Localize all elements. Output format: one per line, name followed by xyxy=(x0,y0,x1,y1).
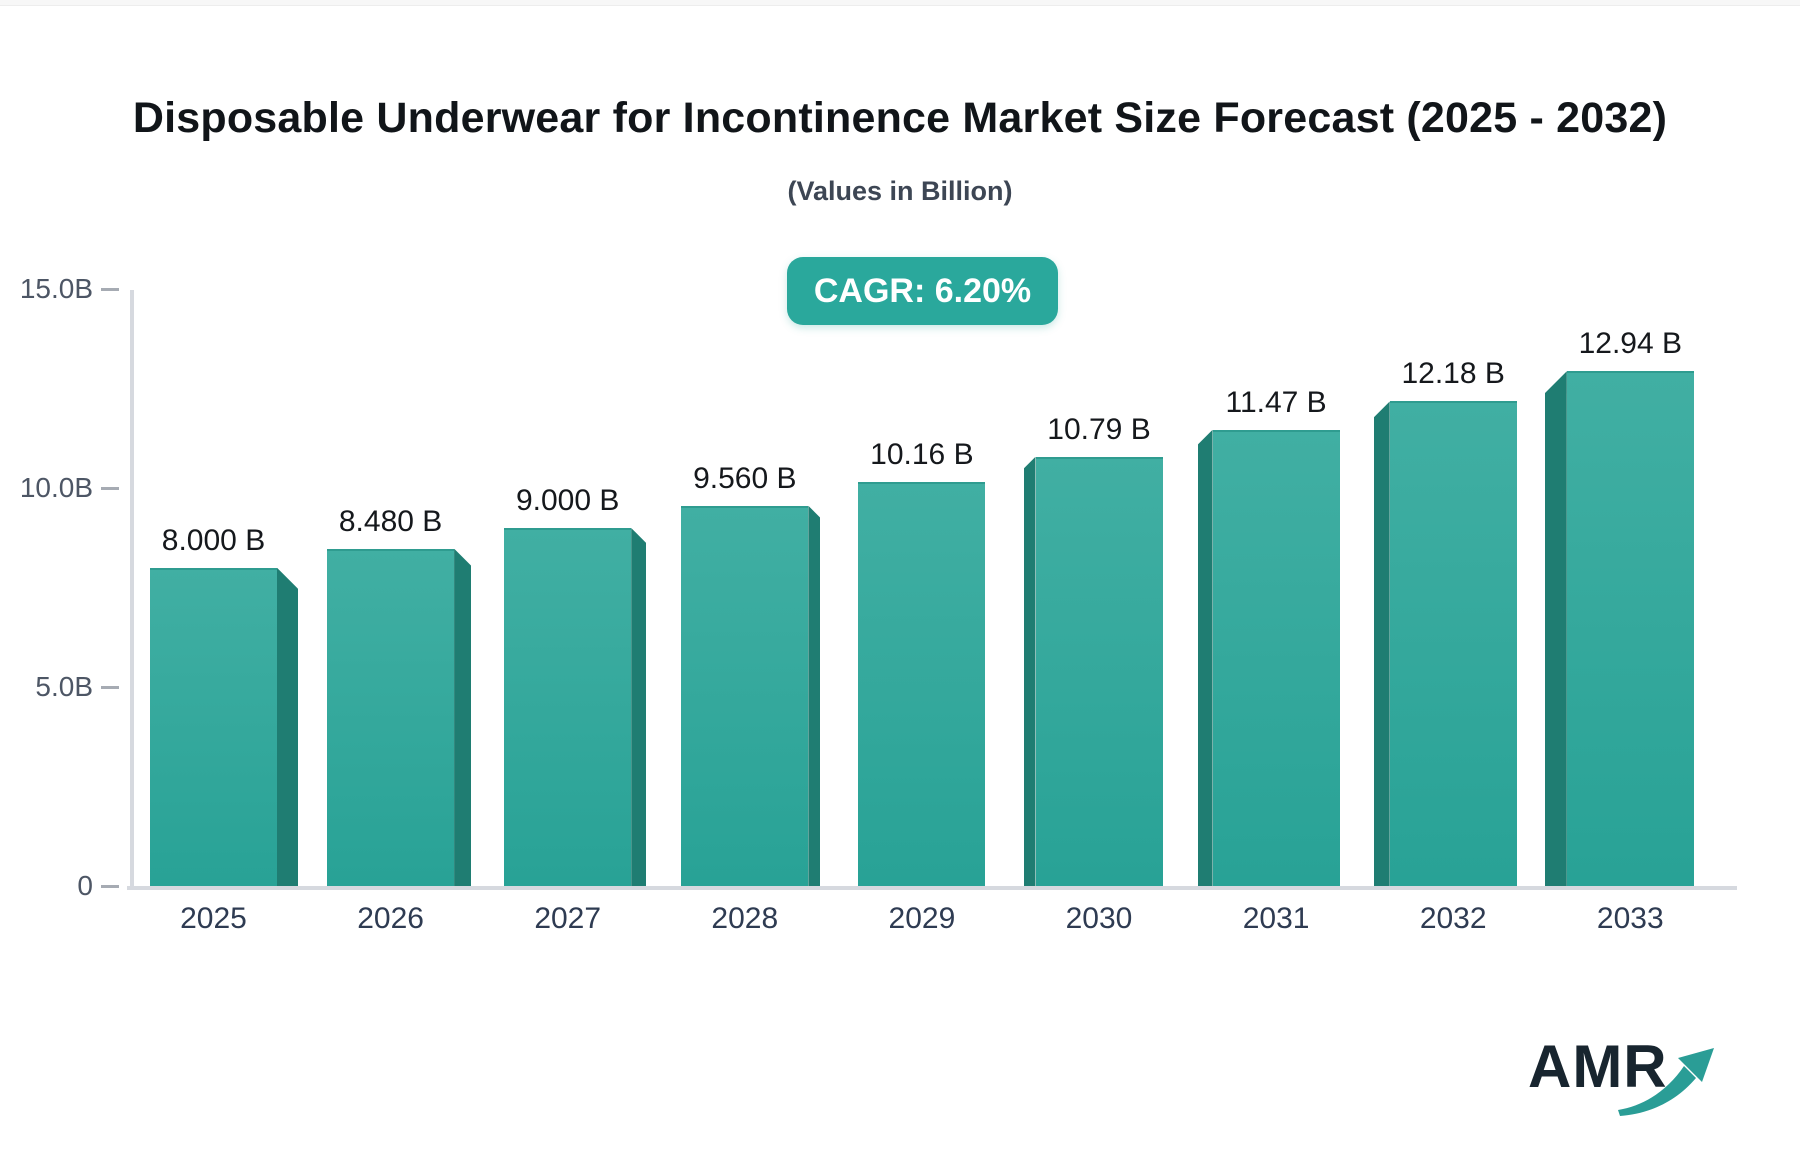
x-axis-year-label: 2031 xyxy=(1242,902,1310,935)
bar-2027 xyxy=(504,527,632,886)
x-axis-year-label: 2026 xyxy=(357,902,424,935)
growth-arrow-icon xyxy=(1618,1048,1714,1116)
bar-2031 xyxy=(1212,429,1340,886)
bar-2025 xyxy=(150,567,277,886)
cagr-badge: CAGR: 6.20% xyxy=(787,257,1058,325)
y-tick-label: 10.0B xyxy=(19,472,93,504)
bar-value-label: 10.79 B xyxy=(1047,412,1151,446)
x-axis-year-label: 2027 xyxy=(534,902,602,935)
bar-2028 xyxy=(681,505,809,886)
bar-2030 xyxy=(1035,456,1163,886)
x-axis-year-label: 2032 xyxy=(1419,902,1487,935)
amr-logo-text: AMR xyxy=(1528,1033,1668,1100)
y-tick-dash xyxy=(101,287,119,291)
y-axis-line xyxy=(130,290,134,888)
y-tick-dash xyxy=(101,685,119,689)
bar-value-label: 8.000 B xyxy=(161,523,266,557)
bar-value-label: 9.560 B xyxy=(693,461,797,495)
bar-side-face xyxy=(1544,371,1567,886)
bar-side-face xyxy=(808,505,821,886)
bar-value-label: 8.480 B xyxy=(338,504,443,538)
bar-value-label: 12.94 B xyxy=(1578,327,1682,361)
bar-2026 xyxy=(327,548,455,886)
y-tick-dash xyxy=(101,884,119,888)
cagr-badge-label: CAGR: 6.20% xyxy=(813,271,1032,310)
bar-side-face xyxy=(631,527,647,886)
bar-side-face xyxy=(454,548,472,886)
bar-value-label: 12.18 B xyxy=(1401,357,1505,391)
x-axis-line xyxy=(127,886,1737,890)
bar-2033 xyxy=(1566,371,1694,886)
y-tick-label: 15.0B xyxy=(19,273,93,305)
bar-value-label: 9.000 B xyxy=(515,483,620,517)
x-axis-year-label: 2030 xyxy=(1065,902,1133,935)
bar-value-label: 11.47 B xyxy=(1225,385,1327,419)
y-tick-label: 5.0B xyxy=(35,671,93,703)
y-tick-dash xyxy=(101,486,119,490)
bar-side-face xyxy=(1023,456,1036,886)
bar-side-face xyxy=(1373,401,1390,886)
bar-2032 xyxy=(1389,401,1517,886)
amr-logo: AMR xyxy=(1528,1032,1728,1132)
bar-side-face xyxy=(277,567,298,886)
x-axis-year-label: 2029 xyxy=(888,902,956,935)
chart-subtitle: (Values in Billion) xyxy=(787,176,1013,206)
chart-title: Disposable Underwear for Incontinence Ma… xyxy=(132,94,1668,142)
x-axis-year-label: 2025 xyxy=(180,902,247,935)
x-axis-year-label: 2033 xyxy=(1596,902,1664,935)
bar-value-label: 10.16 B xyxy=(870,437,974,471)
y-tick-label: 0 xyxy=(77,870,93,901)
top-border-strip xyxy=(0,0,1800,6)
bar-side-face xyxy=(1197,429,1213,886)
bar-2029 xyxy=(858,481,986,886)
x-axis-year-label: 2028 xyxy=(711,902,779,935)
